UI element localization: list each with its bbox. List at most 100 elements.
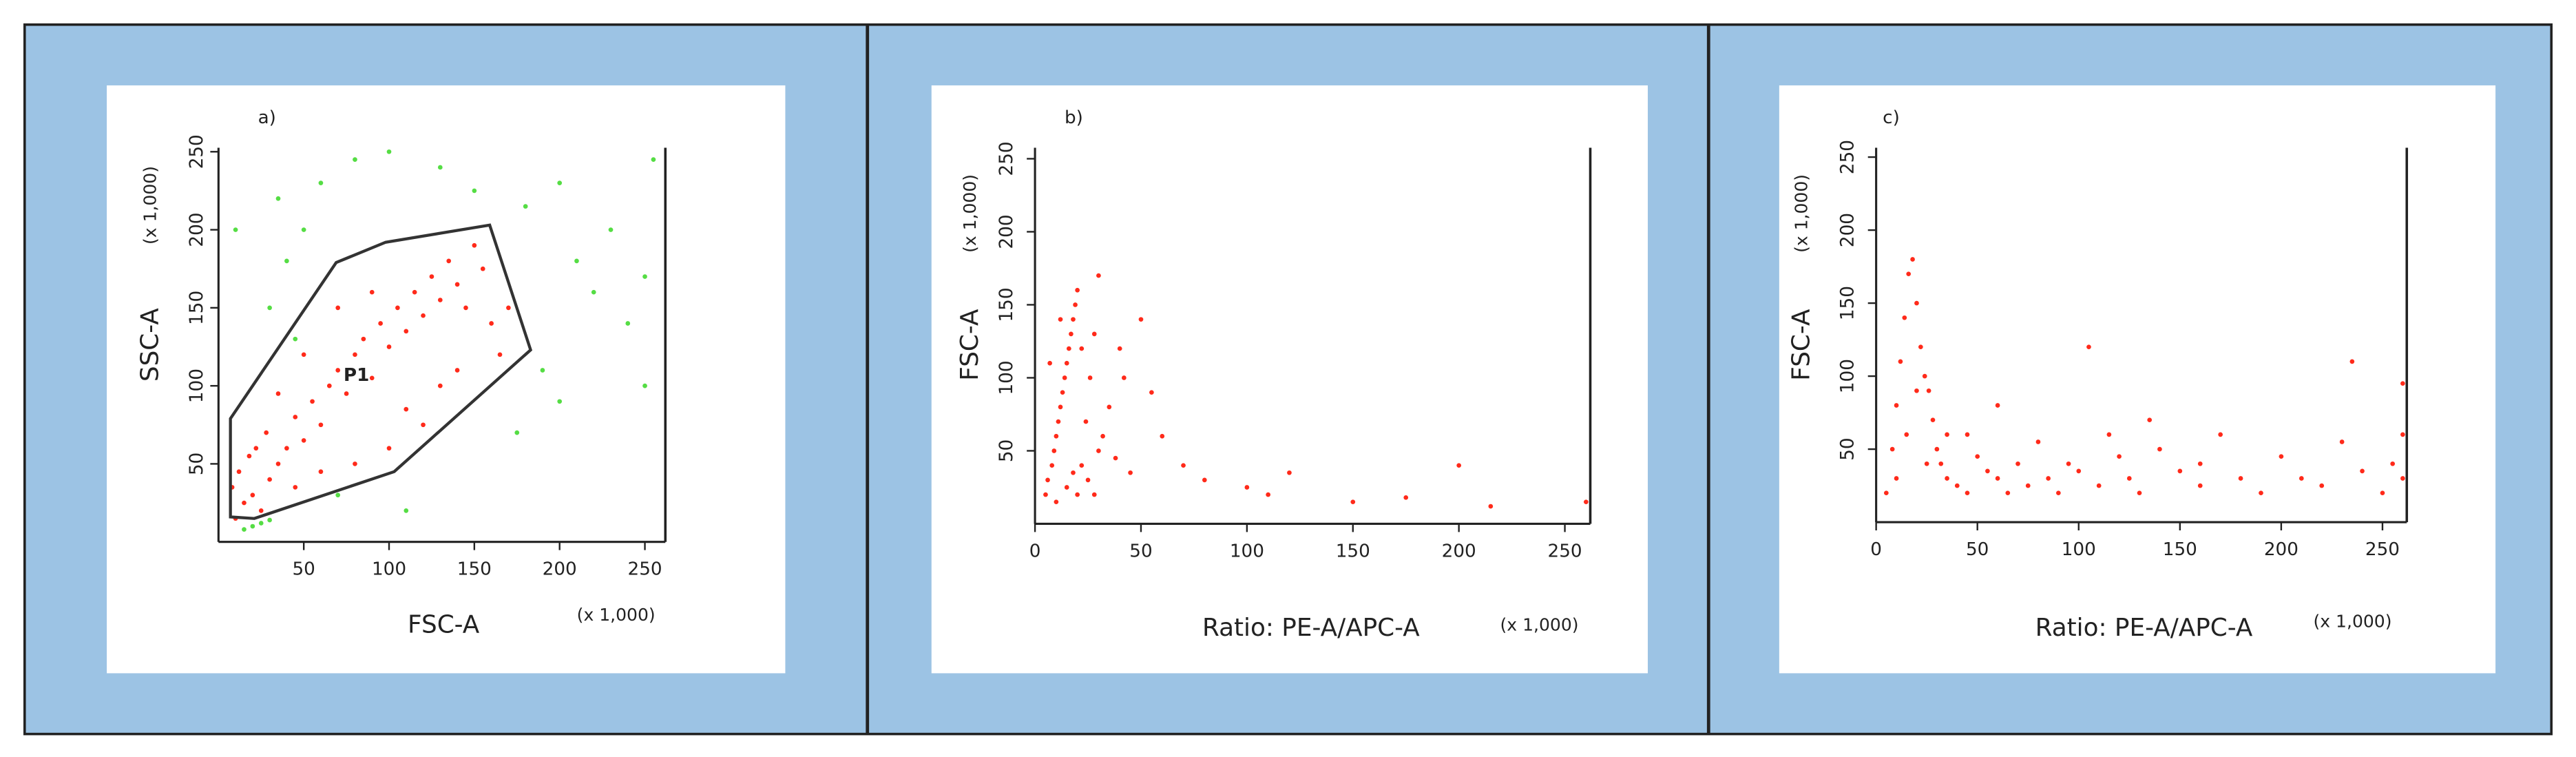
point: [361, 336, 366, 342]
point: [472, 188, 477, 194]
point: [1056, 419, 1061, 424]
point: [429, 274, 434, 279]
point: [326, 383, 332, 388]
point: [1922, 373, 1927, 379]
y-tick-label: 250: [1838, 140, 1858, 174]
panel-label: a): [258, 107, 276, 128]
x-tick-label: 250: [1548, 541, 1582, 562]
point: [1995, 403, 2000, 408]
point: [2218, 432, 2223, 437]
point: [1113, 455, 1118, 461]
point: [437, 165, 443, 170]
y-tick-label: 150: [996, 287, 1017, 322]
point: [2400, 432, 2405, 437]
point: [446, 258, 452, 264]
point: [514, 430, 520, 435]
point: [557, 399, 563, 404]
point: [258, 521, 264, 526]
point: [1287, 470, 1292, 475]
point: [386, 149, 392, 154]
point: [404, 508, 409, 513]
point: [1075, 492, 1080, 497]
point: [250, 492, 255, 498]
point: [454, 368, 460, 373]
point: [242, 500, 247, 506]
point: [625, 321, 631, 326]
point: [1096, 448, 1101, 453]
point: [421, 313, 426, 318]
y-tick-label: 100: [1838, 359, 1858, 393]
point: [318, 180, 324, 185]
point: [1071, 317, 1076, 322]
point: [1995, 476, 2000, 481]
point: [1266, 492, 1270, 497]
point: [1054, 433, 1059, 439]
point: [2126, 476, 2132, 481]
x-tick-label: 150: [457, 559, 492, 580]
x-tick-label: 250: [2365, 539, 2400, 560]
point: [2005, 490, 2011, 496]
point: [318, 422, 324, 428]
point: [540, 368, 545, 373]
point: [1128, 470, 1133, 475]
y-tick-label: 200: [187, 213, 207, 247]
point: [1107, 404, 1112, 410]
point: [1894, 403, 1899, 408]
x-tick-label: 150: [2163, 539, 2197, 560]
point: [1954, 483, 1960, 488]
point: [2137, 490, 2142, 496]
x-axis-unit: (x 1,000): [2314, 612, 2392, 632]
point: [293, 336, 298, 342]
point: [284, 446, 289, 451]
point: [2157, 446, 2162, 452]
point: [2035, 439, 2041, 444]
point: [1073, 302, 1078, 307]
y-tick-label: 100: [187, 369, 207, 403]
x-tick-label: 100: [2062, 539, 2096, 560]
point: [275, 391, 281, 396]
point: [1181, 463, 1186, 468]
point: [1914, 388, 1919, 393]
point: [1054, 499, 1059, 505]
point: [1091, 492, 1097, 497]
point: [2096, 483, 2102, 488]
plot-panel: [1779, 85, 2496, 674]
point: [1965, 432, 1970, 437]
point: [2380, 490, 2385, 496]
x-tick-label: 200: [543, 559, 577, 580]
point: [2025, 483, 2031, 488]
point: [2177, 468, 2183, 474]
point: [574, 258, 579, 264]
point: [1889, 446, 1895, 452]
x-tick-label: 200: [1442, 541, 1476, 562]
x-tick-label: 200: [2264, 539, 2298, 560]
point: [2349, 359, 2355, 364]
point: [1930, 417, 1936, 423]
point: [437, 298, 443, 302]
point: [1117, 346, 1122, 351]
point: [253, 446, 259, 451]
y-tick-label: 250: [187, 134, 207, 169]
point: [2238, 476, 2243, 481]
point: [267, 477, 272, 482]
y-tick-label: 200: [996, 214, 1017, 249]
point: [404, 406, 409, 412]
point: [335, 492, 341, 498]
x-axis-label: Ratio: PE-A/APC-A: [2035, 614, 2253, 642]
point: [2106, 432, 2112, 437]
y-axis-unit: (x 1,000): [140, 166, 160, 245]
x-axis-unit: (x 1,000): [1500, 614, 1579, 634]
point: [463, 305, 468, 311]
point: [497, 352, 503, 357]
point: [258, 508, 264, 513]
point: [1087, 375, 1093, 380]
point: [1583, 499, 1589, 505]
point: [1244, 485, 1250, 490]
point: [236, 469, 242, 475]
point: [1202, 477, 1207, 483]
point: [1965, 490, 1970, 496]
y-tick-label: 50: [187, 453, 207, 475]
point: [2147, 417, 2153, 423]
x-tick-label: 50: [1966, 539, 1989, 560]
